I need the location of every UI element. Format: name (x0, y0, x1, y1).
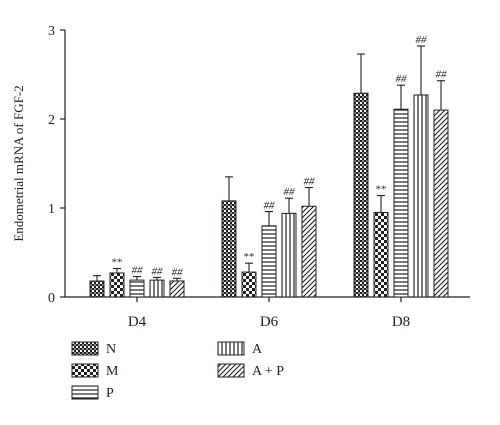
bar (241, 271, 257, 298)
legend: NMP A A + P (71, 341, 284, 401)
significance-label: ## (152, 265, 164, 277)
legend-swatch (71, 341, 99, 356)
significance-label: ** (376, 184, 387, 196)
legend-item: P (71, 385, 114, 401)
bar-group (89, 275, 105, 298)
y-tick-label: 1 (48, 202, 55, 217)
bar-group: ** (109, 257, 125, 298)
bar (221, 200, 237, 298)
bar (149, 279, 165, 298)
y-tick-label: 2 (48, 113, 55, 128)
bar-group: ## (433, 69, 449, 298)
legend-item: A (217, 341, 263, 357)
significance-label: ** (244, 251, 255, 263)
bar-group: ## (261, 200, 277, 298)
legend-label: M (106, 364, 119, 379)
legend-item: A + P (217, 363, 284, 379)
bar-group: ## (393, 73, 409, 298)
significance-label: ## (132, 265, 144, 277)
significance-label: ** (112, 257, 123, 269)
bar-group: ** (373, 184, 389, 298)
legend-swatch (217, 341, 245, 356)
significance-label: ## (416, 34, 428, 46)
bar (373, 211, 389, 298)
legend-item: M (71, 363, 119, 379)
bar (433, 109, 449, 298)
significance-label: ## (396, 73, 408, 85)
bar (129, 279, 145, 298)
x-ticks: D4 D6 D8 (128, 297, 410, 330)
bar (353, 92, 369, 298)
significance-label: ## (436, 69, 448, 81)
bar (413, 94, 429, 298)
legend-label: A + P (252, 364, 284, 379)
bar-group: ## (129, 265, 145, 298)
bar (393, 108, 409, 298)
significance-label: ## (172, 266, 184, 278)
y-tick-label: 3 (48, 24, 55, 39)
legend-swatch (217, 363, 245, 378)
bar-group: ## (169, 266, 185, 298)
bar-group: ## (301, 176, 317, 298)
bars: ** ## ## ## ** ## ## ## ** ## ## ## (89, 34, 449, 298)
bar-group (353, 53, 369, 298)
y-tick-label: 0 (48, 291, 55, 306)
y-axis-label: Endometrial mRNA of FGF-2 (11, 85, 26, 241)
x-tick-label: D8 (392, 314, 410, 330)
bar-group: ## (413, 34, 429, 298)
bar (281, 212, 297, 298)
bar-group: ** (241, 251, 257, 298)
bar-group: ## (149, 265, 165, 298)
significance-label: ## (264, 200, 276, 212)
legend-label: A (252, 342, 263, 357)
significance-label: ## (304, 176, 316, 188)
x-tick-label: D6 (260, 314, 279, 330)
legend-item: N (71, 341, 116, 357)
legend-label: P (106, 386, 114, 401)
legend-swatch (71, 385, 99, 400)
bar (109, 272, 125, 298)
significance-label: ## (284, 186, 296, 198)
bar-group: ## (281, 186, 297, 298)
bar (169, 280, 185, 298)
bar (301, 205, 317, 298)
bar (89, 280, 105, 298)
legend-swatch (71, 363, 99, 378)
y-ticks: 0 1 2 3 (48, 24, 65, 306)
bar (261, 225, 277, 298)
bar-group (221, 176, 237, 298)
x-tick-label: D4 (128, 314, 147, 330)
legend-label: N (106, 342, 116, 357)
